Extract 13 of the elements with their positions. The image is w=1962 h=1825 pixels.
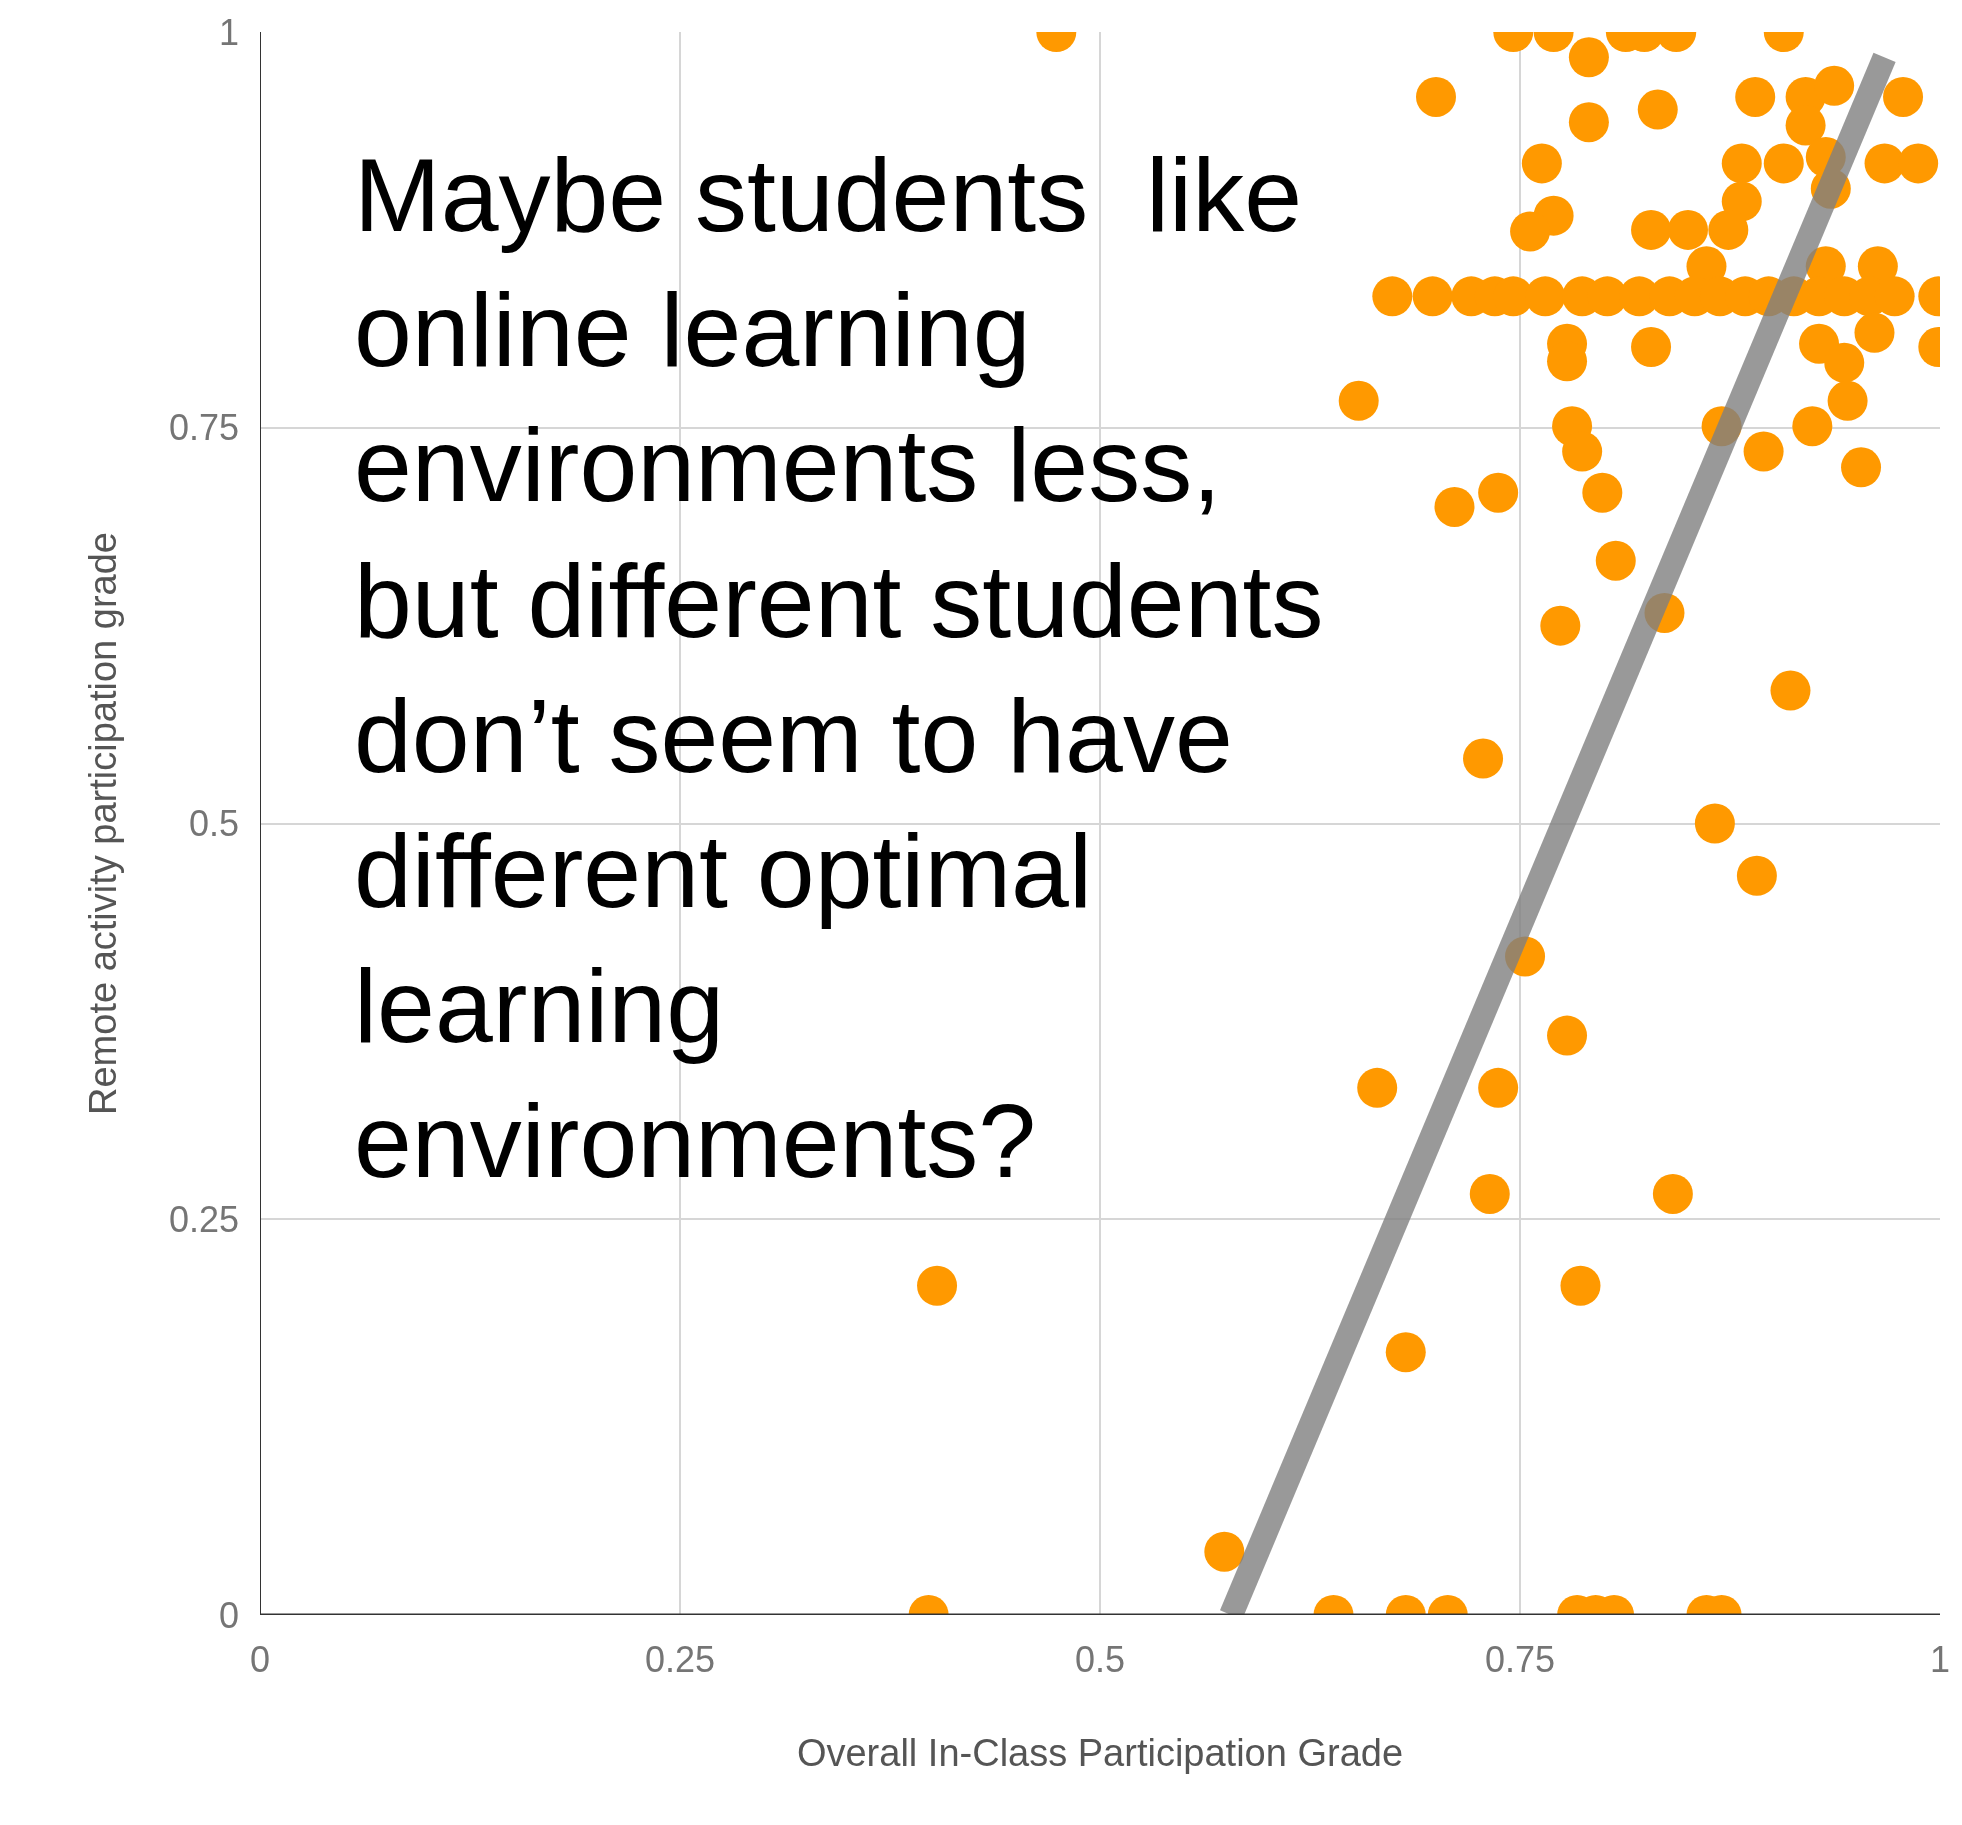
- x-tick-label: 0.5: [1074, 1639, 1126, 1680]
- y-tick-label: 0: [218, 1594, 239, 1636]
- x-axis-title: Overall In-Class Participation Grade: [796, 1732, 1404, 1775]
- y-tick-label: 0.25: [168, 1198, 239, 1240]
- y-tick-label: 1: [218, 11, 239, 53]
- y-axis-title: Remote activity participation grade: [82, 532, 125, 1115]
- y-tick-label: 0.75: [168, 407, 239, 449]
- x-tick-label: 1: [1929, 1639, 1951, 1680]
- x-tick-label: 0.25: [644, 1639, 716, 1680]
- annotation: Maybe students like online learning environments less, but different students don’t seem to have different optimal learning environments?: [354, 137, 1324, 1200]
- x-tick-label: 0: [249, 1639, 271, 1680]
- y-tick-label: 0.5: [188, 803, 239, 845]
- x-tick-label: 0.75: [1484, 1639, 1556, 1680]
